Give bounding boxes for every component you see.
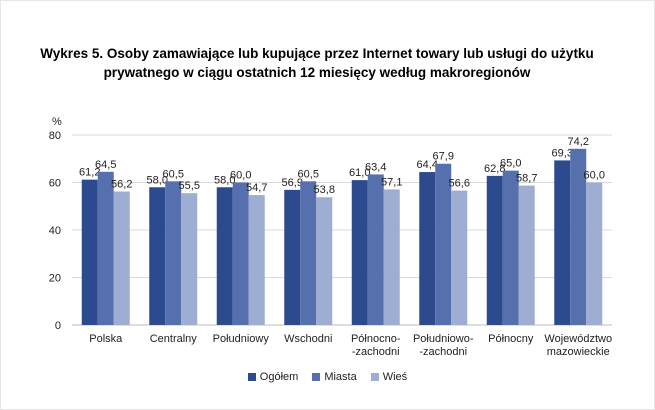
bar-wieś: [586, 182, 603, 325]
data-label: 60,0: [230, 170, 251, 182]
y-axis-label: %: [52, 116, 62, 128]
data-label: 63,4: [365, 161, 386, 173]
data-label: 60,0: [584, 170, 605, 182]
data-label: 53,8: [314, 184, 335, 196]
chart-title: Wykres 5. Osoby zamawiające lub kupujące…: [22, 44, 612, 82]
bar-ogółem: [351, 180, 368, 325]
x-tick-label: Południowo-: [413, 333, 474, 345]
x-tick-label: Północny: [488, 333, 534, 345]
x-tick-label: Południowy: [213, 333, 270, 345]
bar-wieś: [383, 189, 400, 325]
bar-ogółem: [419, 172, 436, 325]
bar-ogółem: [284, 189, 301, 325]
data-label: 64,4: [417, 159, 438, 171]
legend-label: Miasta: [324, 371, 357, 383]
data-label: 60,5: [298, 168, 319, 180]
x-tick-label: Wschodni: [284, 333, 332, 345]
data-label: 58,0: [147, 174, 168, 186]
bar-miasta: [570, 148, 587, 325]
data-label: 67,9: [433, 151, 454, 163]
data-label: 64,5: [95, 159, 116, 171]
x-tick-label: -zachodni: [352, 346, 400, 358]
legend-swatch: [247, 373, 256, 381]
bar-miasta: [502, 170, 519, 325]
chart-legend: Ogółem Miasta Wieś: [0, 371, 655, 383]
bar-miasta: [300, 181, 317, 325]
y-tick-label: 60: [49, 178, 61, 190]
legend-item: Wieś: [370, 371, 408, 383]
y-tick-label: 80: [49, 130, 61, 142]
legend-swatch: [312, 373, 321, 381]
x-tick-label: mazowieckie: [547, 346, 610, 358]
bar-miasta: [165, 181, 182, 325]
bar-ogółem: [149, 187, 166, 325]
y-tick-label: 40: [49, 225, 61, 237]
legend-swatch: [370, 373, 379, 381]
data-label: 62,8: [484, 163, 505, 175]
data-label: 65,0: [500, 158, 521, 170]
data-label: 55,5: [179, 180, 200, 192]
bar-wieś: [113, 191, 130, 325]
data-label: 69,3: [552, 147, 573, 159]
legend-item: Miasta: [312, 371, 357, 383]
data-label: 61,0: [349, 167, 370, 179]
legend-label: Ogółem: [259, 371, 299, 383]
x-tick-label: Północno-: [351, 333, 401, 345]
bar-wieś: [316, 197, 333, 325]
data-label: 58,0: [214, 174, 235, 186]
bar-ogółem: [81, 179, 98, 325]
bar-ogółem: [554, 160, 571, 325]
x-tick-label: Województwo: [544, 333, 612, 345]
data-label: 61,2: [79, 167, 100, 179]
bar-miasta: [435, 163, 452, 325]
legend-label: Wieś: [382, 371, 408, 383]
data-label: 57,1: [381, 176, 402, 188]
x-tick-label: -zachodni: [419, 346, 467, 358]
data-label: 58,7: [516, 173, 537, 185]
legend-item: Ogółem: [247, 371, 299, 383]
data-label: 56,2: [111, 179, 132, 191]
chart-title-line-1: Wykres 5. Osoby zamawiające lub kupujące…: [40, 46, 594, 61]
bar-miasta: [97, 171, 114, 325]
x-tick-label: Centralny: [150, 333, 198, 345]
data-label: 74,2: [568, 136, 589, 148]
bar-ogółem: [486, 175, 503, 325]
y-tick-label: 0: [55, 320, 61, 332]
bar-wieś: [181, 193, 198, 325]
chart-title-line-2: prywatnego w ciągu ostatnich 12 miesięcy…: [103, 65, 531, 80]
bar-miasta: [232, 182, 249, 325]
data-label: 56,6: [449, 178, 470, 190]
bar-miasta: [367, 174, 384, 325]
data-label: 54,7: [246, 182, 267, 194]
x-tick-label: Polska: [89, 333, 123, 345]
data-label: 56,9: [282, 177, 303, 189]
bar-wieś: [248, 195, 265, 325]
data-label: 60,5: [163, 168, 184, 180]
bar-wieś: [518, 185, 535, 325]
bar-wieś: [451, 190, 468, 325]
y-tick-label: 20: [49, 273, 61, 285]
bar-ogółem: [216, 187, 233, 325]
